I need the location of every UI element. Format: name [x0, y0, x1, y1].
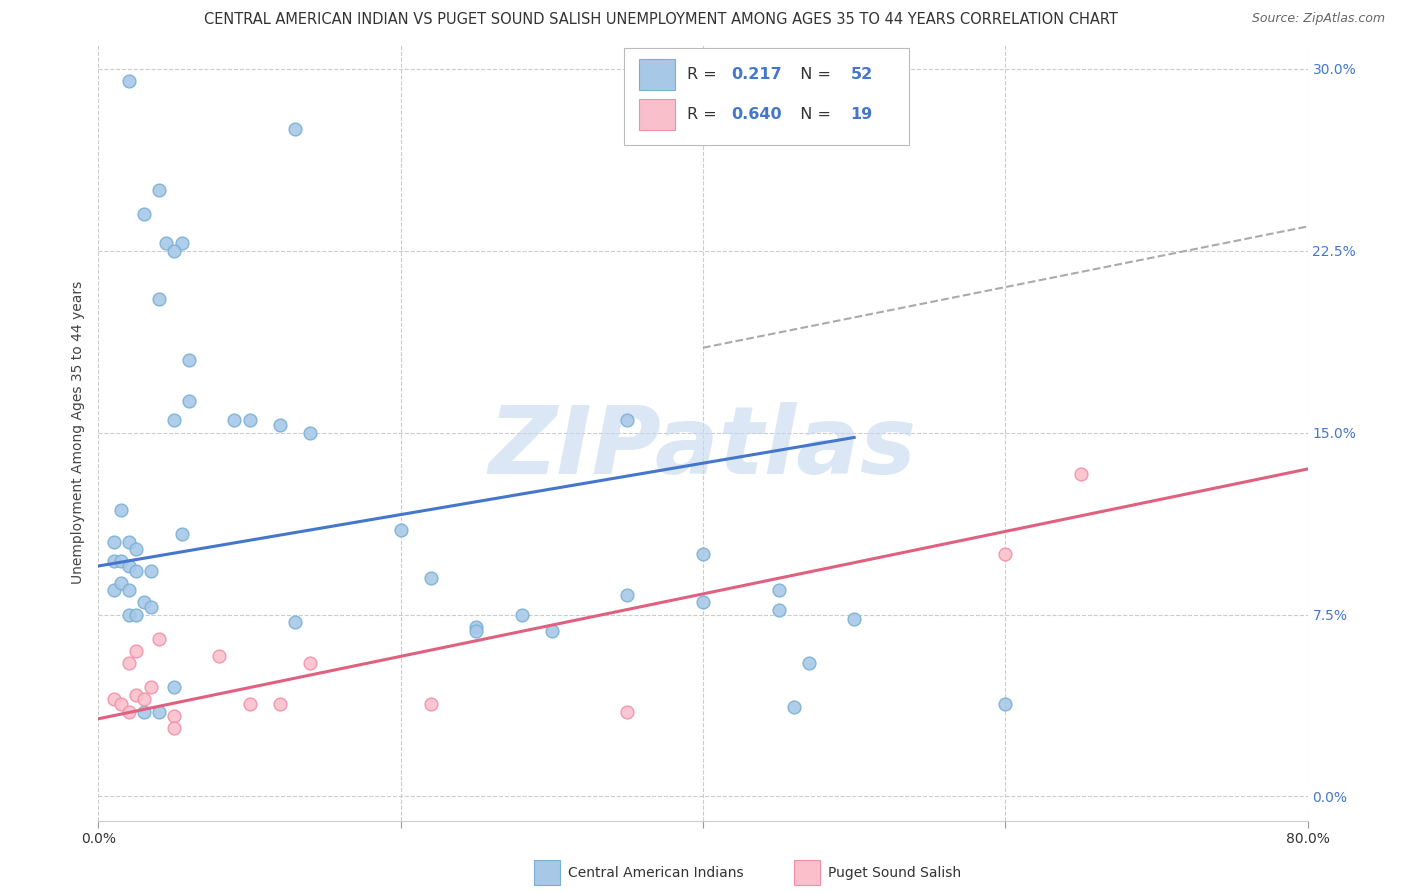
Text: N =: N =	[790, 67, 837, 81]
Point	[148, 705, 170, 719]
Point	[110, 503, 132, 517]
Point	[118, 656, 141, 670]
Point	[768, 602, 790, 616]
Point	[179, 352, 201, 367]
Point	[125, 564, 148, 578]
Point	[208, 648, 231, 663]
Point	[179, 394, 201, 409]
Point	[239, 413, 262, 427]
Y-axis label: Unemployment Among Ages 35 to 44 years: Unemployment Among Ages 35 to 44 years	[72, 281, 86, 584]
Point	[616, 705, 638, 719]
Point	[269, 698, 291, 712]
Point	[132, 595, 155, 609]
Text: 19: 19	[851, 107, 873, 122]
Point	[118, 705, 141, 719]
Point	[125, 644, 148, 658]
Point	[692, 547, 714, 561]
Text: CENTRAL AMERICAN INDIAN VS PUGET SOUND SALISH UNEMPLOYMENT AMONG AGES 35 TO 44 Y: CENTRAL AMERICAN INDIAN VS PUGET SOUND S…	[204, 12, 1118, 27]
Point	[110, 554, 132, 568]
Point	[103, 692, 125, 706]
Point	[239, 698, 262, 712]
Point	[299, 425, 322, 440]
Point	[163, 680, 186, 694]
Point	[510, 607, 533, 622]
Point	[994, 698, 1017, 712]
Point	[616, 413, 638, 427]
Point	[284, 615, 307, 629]
Point	[692, 595, 714, 609]
Point	[465, 624, 488, 639]
Text: Central American Indians: Central American Indians	[568, 865, 744, 880]
FancyBboxPatch shape	[534, 860, 561, 885]
Point	[141, 680, 163, 694]
Text: N =: N =	[790, 107, 837, 122]
Point	[148, 292, 170, 306]
Point	[465, 619, 488, 633]
Point	[132, 705, 155, 719]
Point	[118, 559, 141, 574]
Point	[125, 607, 148, 622]
Text: 0.640: 0.640	[731, 107, 782, 122]
Point	[299, 656, 322, 670]
Point	[224, 413, 246, 427]
Point	[103, 554, 125, 568]
Point	[155, 236, 177, 251]
Point	[103, 583, 125, 598]
Point	[118, 534, 141, 549]
Text: Puget Sound Salish: Puget Sound Salish	[828, 865, 960, 880]
Point	[797, 656, 820, 670]
Point	[141, 564, 163, 578]
Point	[110, 698, 132, 712]
Text: Source: ZipAtlas.com: Source: ZipAtlas.com	[1251, 12, 1385, 25]
Point	[125, 542, 148, 557]
Point	[170, 527, 193, 541]
Point	[420, 698, 443, 712]
Point	[994, 547, 1017, 561]
Point	[148, 183, 170, 197]
Point	[118, 607, 141, 622]
Point	[783, 699, 806, 714]
FancyBboxPatch shape	[638, 59, 675, 89]
Text: 0.217: 0.217	[731, 67, 782, 81]
Point	[118, 74, 141, 88]
Point	[141, 600, 163, 615]
Point	[540, 624, 562, 639]
Point	[389, 523, 412, 537]
FancyBboxPatch shape	[793, 860, 820, 885]
Point	[420, 571, 443, 585]
Point	[768, 583, 790, 598]
Point	[132, 692, 155, 706]
Point	[125, 688, 148, 702]
Point	[1070, 467, 1092, 481]
Point	[163, 244, 186, 258]
Text: R =: R =	[688, 67, 723, 81]
Point	[163, 413, 186, 427]
Point	[110, 576, 132, 591]
Point	[269, 418, 291, 433]
FancyBboxPatch shape	[638, 99, 675, 130]
Point	[170, 236, 193, 251]
FancyBboxPatch shape	[624, 48, 908, 145]
Text: ZIPatlas: ZIPatlas	[489, 402, 917, 494]
Point	[844, 612, 866, 626]
Point	[163, 722, 186, 736]
Point	[616, 588, 638, 602]
Point	[148, 632, 170, 646]
Point	[103, 534, 125, 549]
Point	[132, 207, 155, 221]
Text: 52: 52	[851, 67, 873, 81]
Point	[163, 709, 186, 723]
Point	[118, 583, 141, 598]
Point	[284, 122, 307, 136]
Text: R =: R =	[688, 107, 723, 122]
